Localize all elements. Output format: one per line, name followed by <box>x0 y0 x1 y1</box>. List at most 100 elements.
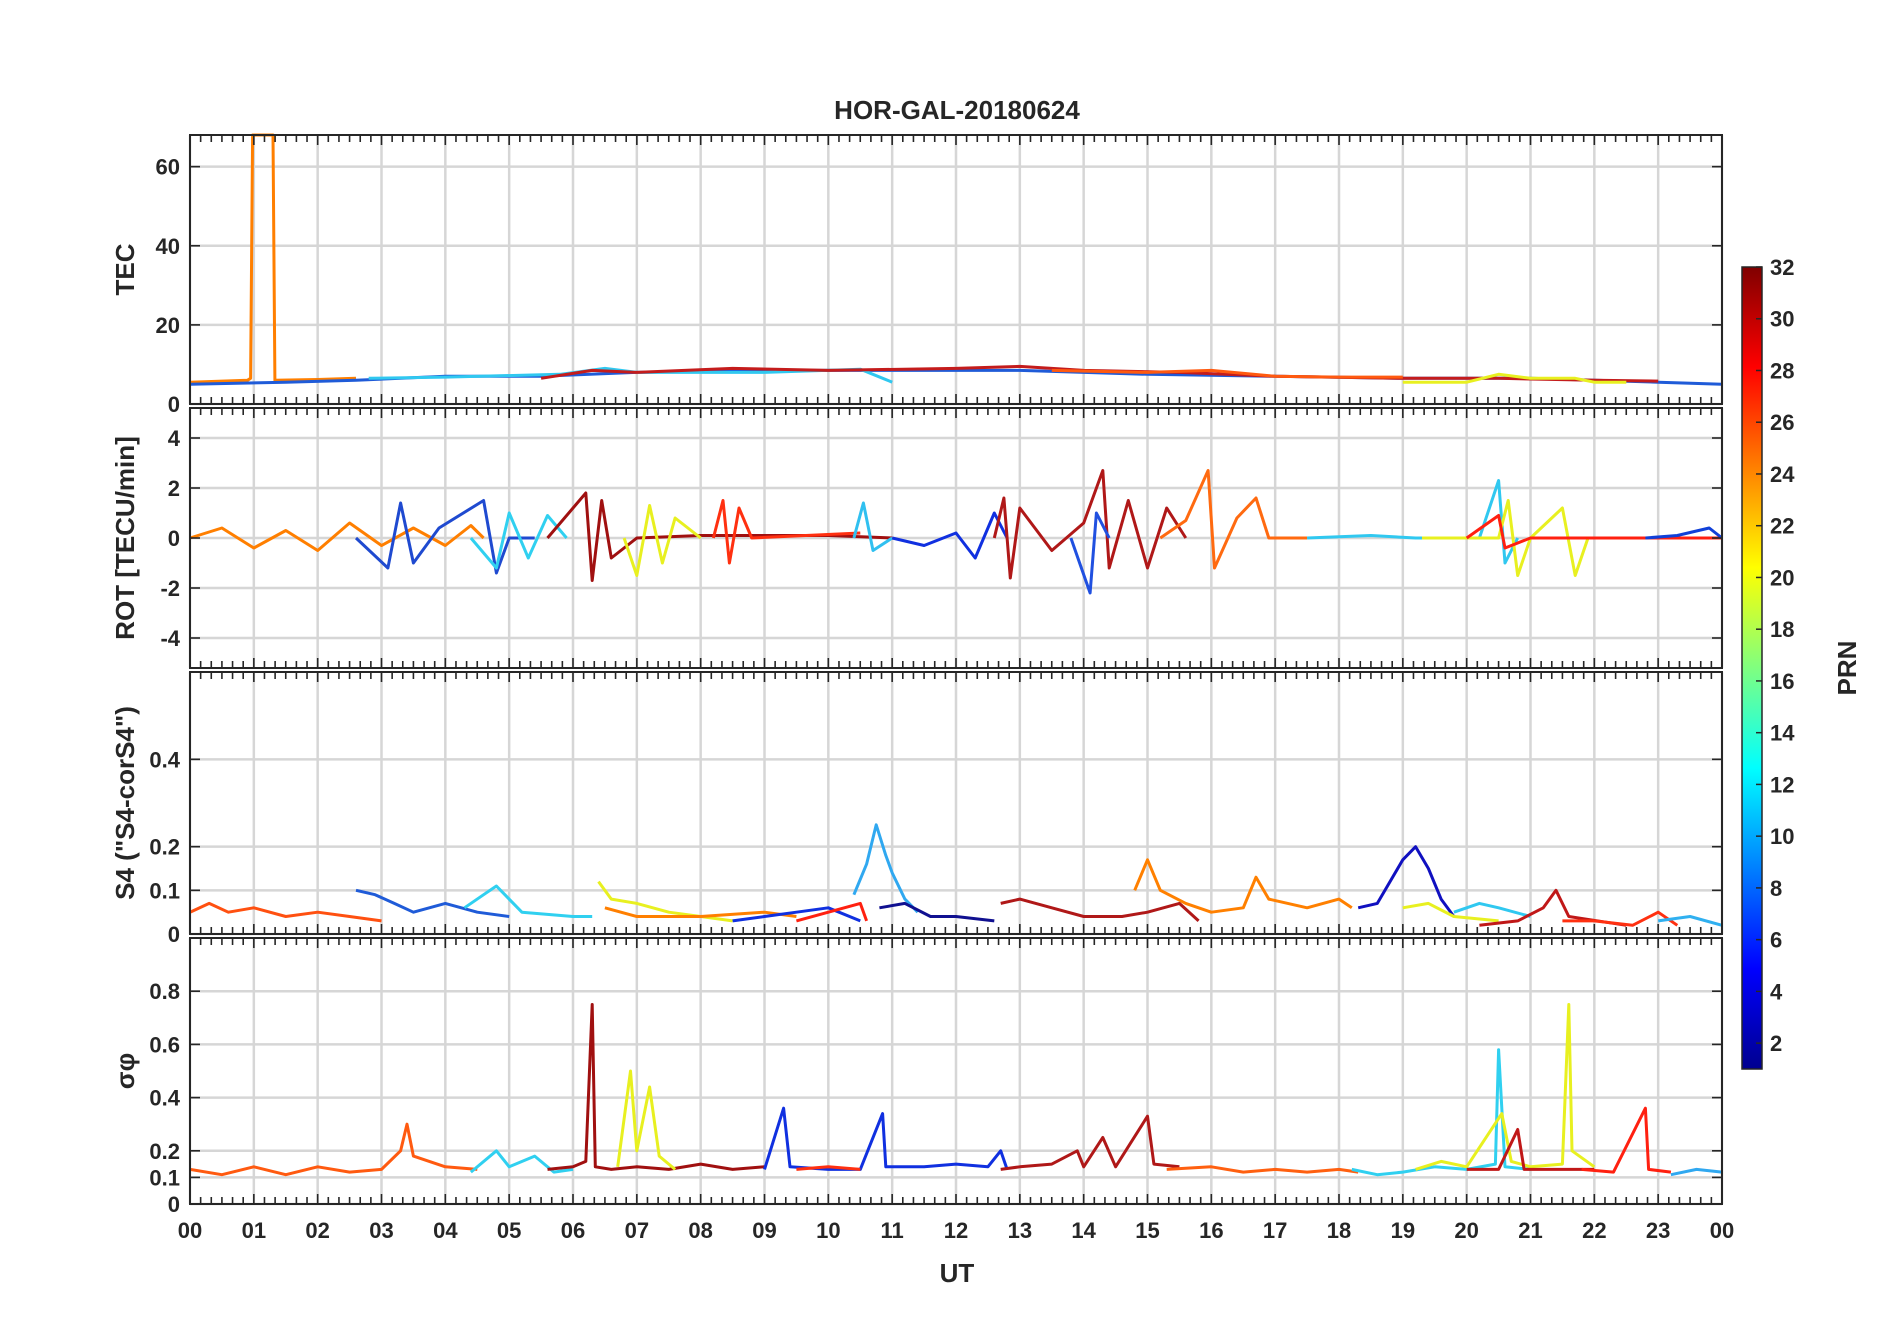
y-tick-label: 0.2 <box>149 835 180 860</box>
colorbar-tick-label: 12 <box>1770 772 1794 797</box>
series-line <box>796 901 869 923</box>
colorbar-tick-label: 14 <box>1770 721 1795 746</box>
x-tick-label: 22 <box>1582 1218 1606 1243</box>
x-tick-label: 19 <box>1391 1218 1415 1243</box>
y-tick-label: -2 <box>160 576 180 601</box>
series-line <box>469 511 568 570</box>
series-line <box>732 906 861 923</box>
x-tick-labels: 00 01 02 03 04 05 06 07 08 09 10 11 12 13 14 15 16 17 18 19… <box>178 1218 1734 1243</box>
x-tick-label: 02 <box>305 1218 329 1243</box>
x-tick-label: 00 <box>178 1218 202 1243</box>
y-tick-label: 0 <box>168 526 180 551</box>
series-line <box>1069 511 1111 595</box>
colorbar-tick-label: 8 <box>1770 876 1782 901</box>
series-line <box>852 823 919 914</box>
colorbar-tick-label: 30 <box>1770 307 1794 332</box>
y-tick-label: 0.1 <box>149 878 180 903</box>
y-axis-label: TEC <box>110 243 140 295</box>
series-line <box>879 901 995 923</box>
y-tick-label: 20 <box>156 313 180 338</box>
series-line <box>763 1106 1009 1171</box>
x-tick-label: 03 <box>369 1218 393 1243</box>
series-line <box>711 499 861 565</box>
colorbar-tick-label: 24 <box>1770 462 1795 487</box>
y-tick-label: 0.1 <box>149 1165 180 1190</box>
x-tick-label: 09 <box>752 1218 776 1243</box>
y-tick-label: 0 <box>168 922 180 947</box>
series-line <box>1453 901 1531 918</box>
y-tick-label: 0 <box>168 392 180 417</box>
x-tick-label: 08 <box>688 1218 712 1243</box>
x-tick-label: 14 <box>1071 1218 1096 1243</box>
x-tick-label: 06 <box>561 1218 585 1243</box>
series-line <box>1402 901 1499 923</box>
colorbar-tick-label: 22 <box>1770 514 1794 539</box>
x-tick-label: 04 <box>433 1218 458 1243</box>
y-tick-label: 0 <box>168 1192 180 1217</box>
s4-panel: 0 0.1 0.2 0.4 S4 ("S4-corS4") <box>110 671 1724 947</box>
colorbar-tick-label: 6 <box>1770 928 1782 953</box>
colorbar-tick-label: 4 <box>1770 979 1783 1004</box>
rot-panel: -4 -2 0 2 4 ROT [TECU/min] <box>110 407 1724 669</box>
colorbar-tick-label: 20 <box>1770 565 1794 590</box>
y-tick-label: 60 <box>156 155 180 180</box>
series-line <box>1051 368 1403 379</box>
x-tick-label: 21 <box>1518 1218 1542 1243</box>
series-line <box>1166 1165 1359 1174</box>
x-tick-label: 07 <box>625 1218 649 1243</box>
x-tick-label: 16 <box>1199 1218 1223 1243</box>
colorbar-tick-label: 10 <box>1770 824 1794 849</box>
y-tick-label: 40 <box>156 234 180 259</box>
series-line <box>1657 915 1723 927</box>
series-line <box>1133 858 1353 914</box>
x-tick-label: 13 <box>1008 1218 1032 1243</box>
series-line <box>1670 1167 1723 1177</box>
series-line <box>1562 910 1679 927</box>
y-tick-label: 0.4 <box>149 747 180 772</box>
series-line <box>1422 499 1590 577</box>
chart-title: HOR-GAL-20180624 <box>834 95 1080 125</box>
x-tick-label: 18 <box>1327 1218 1351 1243</box>
series-line <box>796 1165 861 1171</box>
series-line <box>622 504 702 577</box>
x-tick-label: 11 <box>881 1218 904 1243</box>
colorbar-tick-label: 32 <box>1770 255 1794 280</box>
series-line <box>354 499 535 575</box>
y-tick-label: 2 <box>168 476 180 501</box>
series-line <box>189 133 357 384</box>
colorbar-tick-label: 18 <box>1770 617 1794 642</box>
series-line <box>463 884 593 918</box>
x-tick-label: 10 <box>816 1218 840 1243</box>
sigma-phi-panel: 00.10.2 0.4 0.6 0.8 σφ <box>110 937 1724 1217</box>
series-line <box>1357 845 1456 918</box>
tec-panel: 0 20 40 60 TEC <box>110 133 1724 417</box>
y-tick-label: 0.6 <box>149 1032 180 1057</box>
series-line <box>1159 469 1308 570</box>
y-tick-label: 0.2 <box>149 1139 180 1164</box>
series-line <box>891 511 1009 560</box>
x-tick-label: 17 <box>1263 1218 1287 1243</box>
series-line <box>1000 1114 1180 1171</box>
x-tick-label: 01 <box>242 1218 266 1243</box>
series-line <box>1415 1003 1596 1171</box>
colorbar-label: PRN <box>1832 641 1862 696</box>
x-tick-label: 00 <box>1710 1218 1734 1243</box>
y-tick-label: 0.4 <box>149 1086 180 1111</box>
y-axis-label: S4 ("S4-corS4") <box>110 706 140 900</box>
colorbar-tick-label: 26 <box>1770 410 1794 435</box>
series-line <box>1000 897 1200 923</box>
y-axis-label: σφ <box>110 1053 140 1089</box>
x-tick-label: 15 <box>1135 1218 1159 1243</box>
series-line <box>852 501 894 552</box>
colorbar-gradient <box>1741 266 1763 1070</box>
x-tick-label: 12 <box>944 1218 968 1243</box>
y-tick-label: -4 <box>160 626 180 651</box>
series-line <box>992 469 1188 580</box>
y-tick-label: 0.8 <box>149 979 180 1004</box>
x-tick-label: 05 <box>497 1218 521 1243</box>
series-line <box>355 888 510 918</box>
series-line <box>469 1149 574 1174</box>
